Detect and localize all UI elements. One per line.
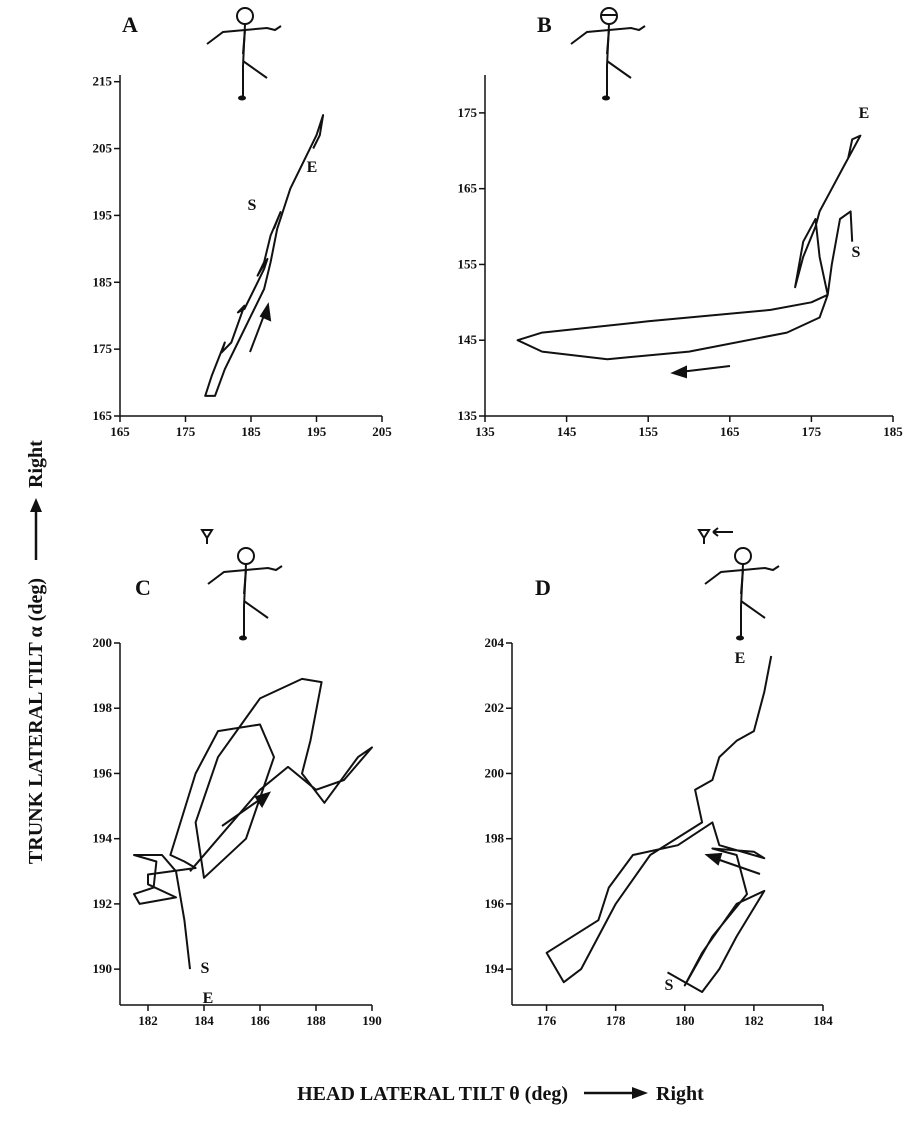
x-tick-label: 185 [883, 424, 903, 439]
y-tick-label: 196 [485, 896, 505, 911]
stick-figure [570, 7, 646, 102]
x-tick-label: 182 [138, 1013, 158, 1028]
y-axis-direction: Right [25, 440, 47, 488]
x-tick-label: 155 [638, 424, 658, 439]
arrow-head [704, 852, 723, 866]
x-axis-arrow [584, 1087, 648, 1099]
x-tick-label: 165 [110, 424, 130, 439]
x-tick-label: 190 [362, 1013, 382, 1028]
y-tick-label: 175 [458, 105, 478, 120]
y-tick-label: 165 [458, 181, 478, 196]
x-tick-label: 188 [306, 1013, 326, 1028]
start-label: S [248, 197, 257, 214]
x-tick-label: 205 [372, 424, 392, 439]
y-tick-label: 198 [93, 700, 113, 715]
trajectory [133, 677, 373, 970]
stick-figure [206, 7, 282, 102]
y-tick-label: 135 [458, 408, 478, 423]
x-tick-label: 135 [475, 424, 495, 439]
panel-label: C [135, 575, 151, 600]
y-tick-label: 155 [458, 256, 478, 271]
y-tick-label: 215 [93, 74, 113, 89]
stick-figure [704, 547, 780, 642]
x-tick-label: 165 [720, 424, 740, 439]
arrow [713, 857, 761, 875]
x-axis-direction: Right [656, 1083, 704, 1105]
x-tick-label: 184 [194, 1013, 214, 1028]
y-tick-label: 194 [485, 961, 505, 976]
end-label: E [735, 650, 746, 667]
direction-arrows [221, 302, 761, 875]
x-tick-label: 175 [802, 424, 822, 439]
panel-label: D [535, 575, 551, 600]
y-tick-label: 185 [93, 274, 113, 289]
arrow [679, 365, 731, 373]
y-tick-label: 198 [485, 831, 505, 846]
end-label: E [859, 105, 870, 122]
y-tick-label: 205 [93, 141, 113, 156]
x-tick-label: 145 [557, 424, 577, 439]
x-tick-label: 180 [675, 1013, 695, 1028]
start-label: S [665, 977, 674, 994]
glass [200, 529, 214, 544]
trajectory [516, 134, 862, 361]
y-tick-label: 194 [93, 831, 113, 846]
x-tick-label: 184 [813, 1013, 833, 1028]
y-axis-label: TRUNK LATERAL TILT α (deg) [25, 578, 47, 864]
panel-label: B [537, 12, 552, 37]
y-tick-label: 200 [485, 765, 505, 780]
x-tick-label: 175 [176, 424, 196, 439]
y-tick-label: 204 [485, 635, 505, 650]
y-tick-label: 190 [93, 961, 113, 976]
x-tick-label: 176 [537, 1013, 557, 1028]
y-tick-label: 165 [93, 408, 113, 423]
x-tick-label: 185 [241, 424, 261, 439]
arrow-head [259, 302, 272, 322]
y-tick-label: 145 [458, 332, 478, 347]
y-tick-label: 175 [93, 341, 113, 356]
start-label: S [852, 244, 861, 261]
x-tick-label: 186 [250, 1013, 270, 1028]
stick-figure [207, 547, 283, 642]
x-tick-label: 178 [606, 1013, 626, 1028]
y-tick-label: 195 [93, 207, 113, 222]
trajectory [204, 114, 325, 397]
glass [697, 527, 733, 544]
y-tick-label: 200 [93, 635, 113, 650]
end-label: E [203, 990, 214, 1007]
y-tick-label: 192 [93, 896, 113, 911]
start-label: S [201, 960, 210, 977]
arrow-head [670, 365, 687, 379]
x-axis-label: HEAD LATERAL TILT θ (deg) [297, 1083, 568, 1105]
trajectory [545, 655, 773, 993]
y-tick-label: 202 [485, 700, 505, 715]
y-tick-label: 196 [93, 765, 113, 780]
x-tick-label: 182 [744, 1013, 764, 1028]
y-axis-arrow [30, 498, 42, 560]
end-label: E [307, 159, 318, 176]
x-tick-label: 195 [307, 424, 327, 439]
panel-label: A [122, 12, 138, 37]
figure-icons [200, 7, 780, 642]
